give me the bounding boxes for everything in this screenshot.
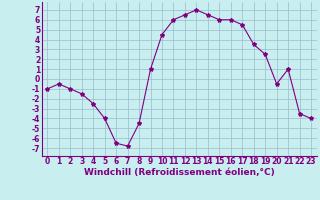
X-axis label: Windchill (Refroidissement éolien,°C): Windchill (Refroidissement éolien,°C) <box>84 168 275 177</box>
